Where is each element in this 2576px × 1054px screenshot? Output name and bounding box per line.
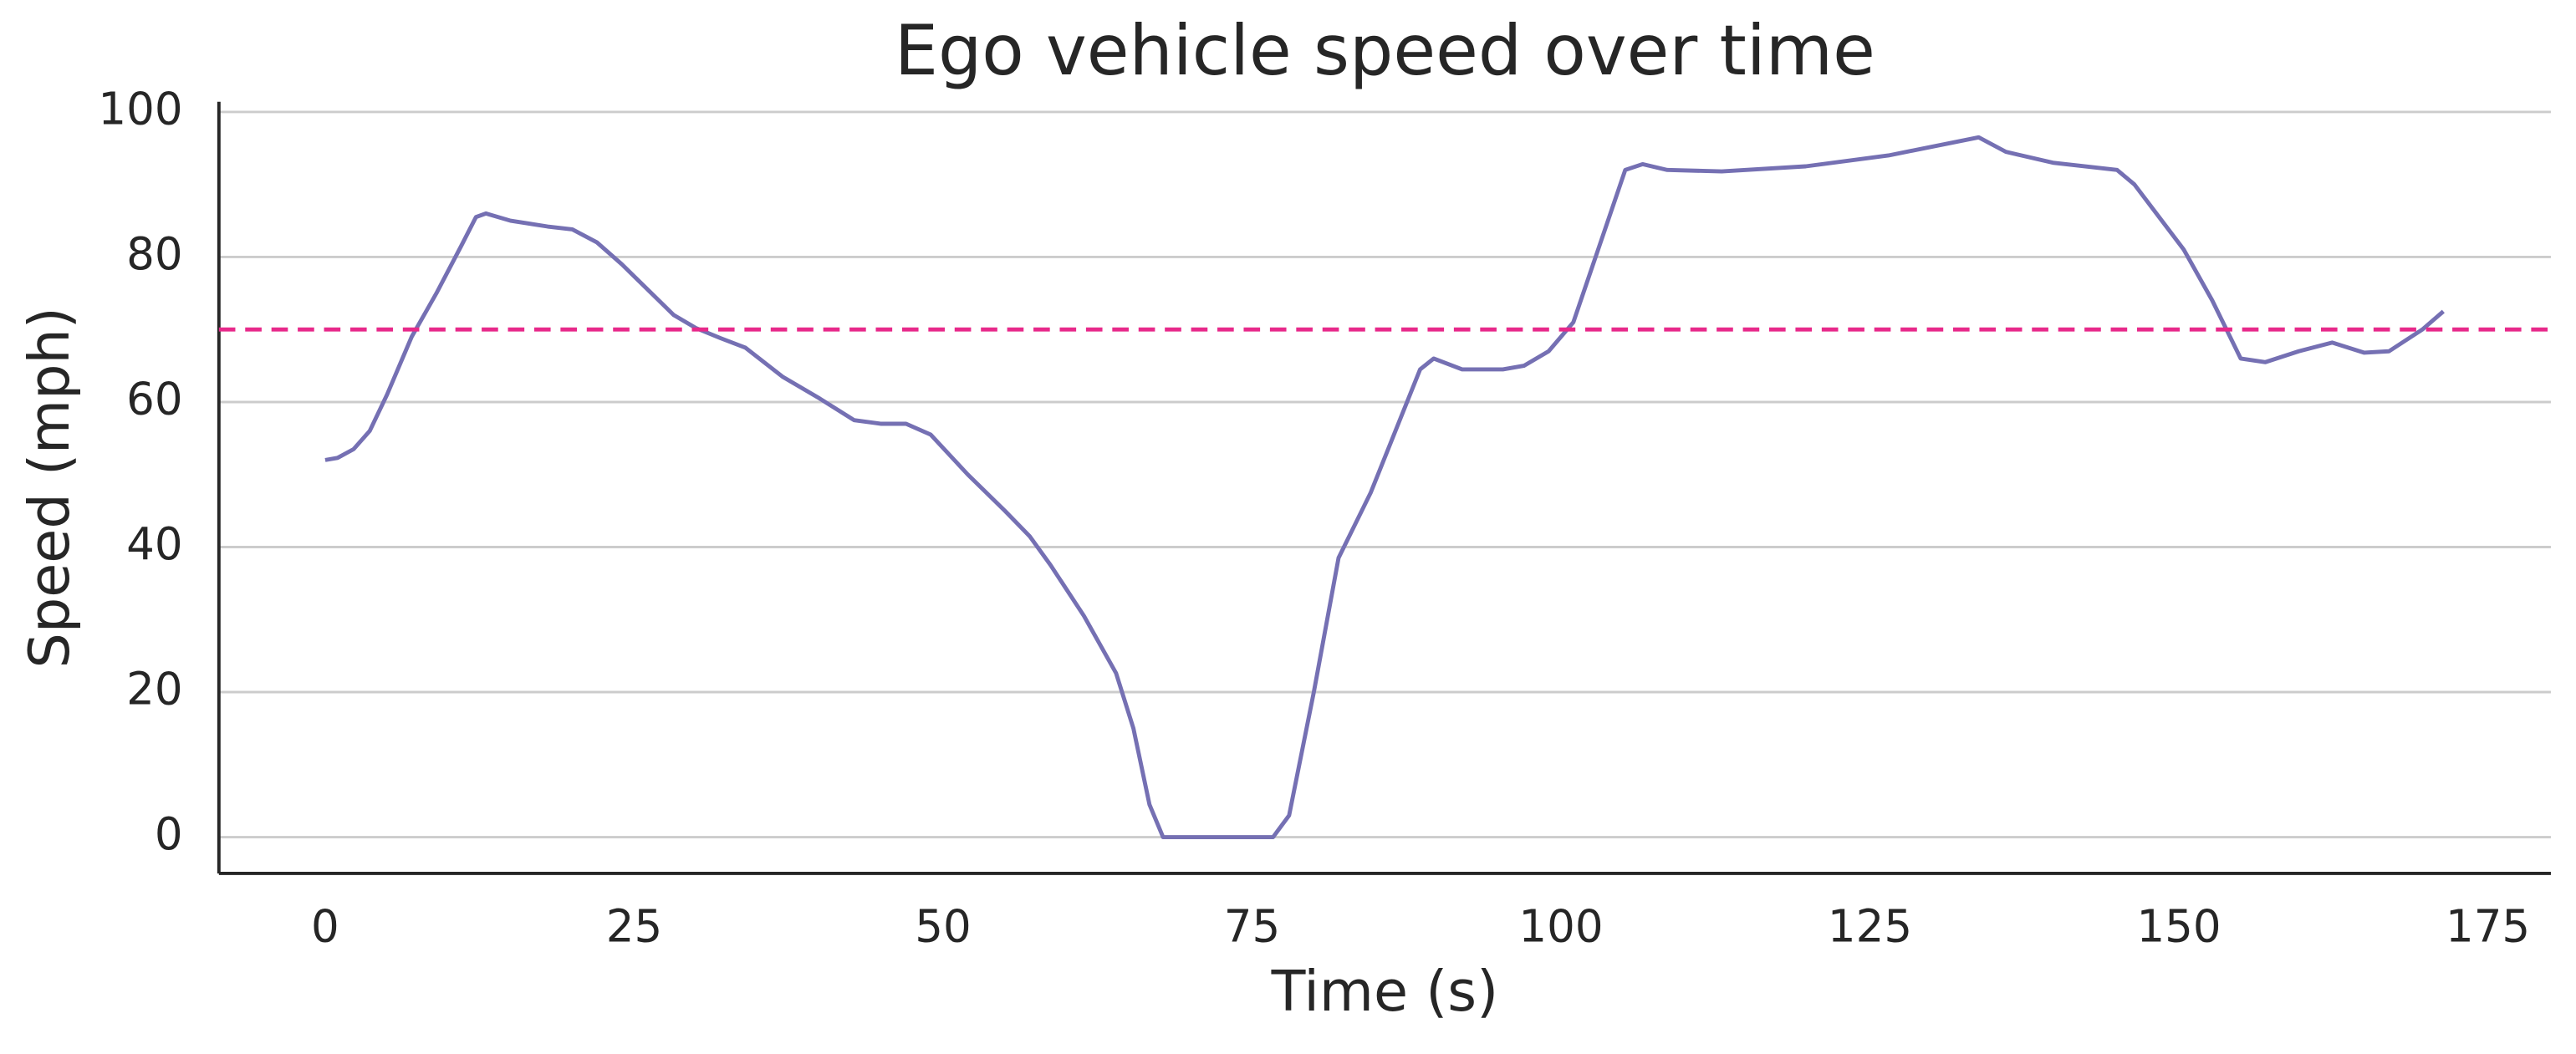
x-tick-label: 50 (915, 900, 971, 952)
y-tick-label: 100 (98, 84, 182, 135)
x-tick-label: 125 (1828, 900, 1912, 952)
x-axis-label: Time (s) (1271, 959, 1499, 1024)
series-line (324, 135, 2445, 840)
x-tick-label: 25 (606, 900, 662, 952)
x-tick-label: 150 (2136, 900, 2221, 952)
y-tick-label: 40 (126, 518, 182, 570)
x-tick-label: 75 (1224, 900, 1280, 952)
x-tick-label: 100 (1518, 900, 1603, 952)
x-tick-label: 175 (2446, 900, 2530, 952)
x-tick-label: 0 (311, 900, 339, 952)
y-axis-label: Speed (mph) (17, 307, 82, 668)
y-tick-label: 0 (155, 808, 183, 860)
y-tick-label: 60 (126, 374, 182, 425)
y-tick-label: 20 (126, 664, 182, 715)
y-tick-label: 80 (126, 228, 182, 280)
chart-title: Ego vehicle speed over time (895, 11, 1875, 91)
